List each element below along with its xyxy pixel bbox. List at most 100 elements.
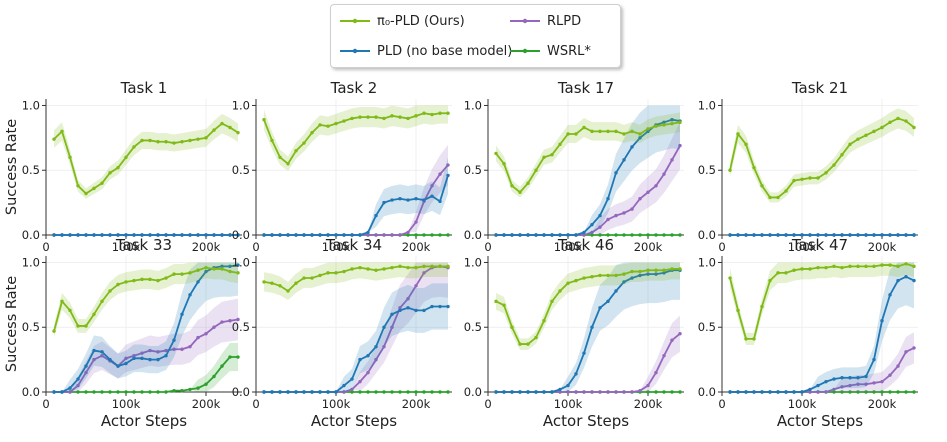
y-tick-label: 1.0: [232, 255, 250, 269]
point-pld-no-base-model: [776, 390, 780, 394]
point-pld-ours: [76, 324, 80, 328]
point-pld-no-base-model: [318, 390, 322, 394]
point-pld-ours: [896, 264, 900, 269]
point-pld-no-base-model: [904, 275, 908, 279]
point-wsrl: [84, 390, 88, 394]
point-pld-ours: [52, 329, 56, 333]
point-pld-ours: [752, 337, 756, 341]
point-rlpd: [366, 233, 370, 237]
point-rlpd: [856, 382, 860, 386]
point-pld-ours: [744, 142, 748, 147]
point-rlpd: [678, 332, 682, 336]
point-pld-ours: [212, 128, 216, 132]
point-pld-no-base-model: [728, 233, 732, 237]
point-pld-no-base-model: [446, 304, 450, 309]
point-pld-no-base-model: [108, 233, 112, 237]
point-rlpd: [68, 390, 72, 394]
point-pld-ours: [108, 171, 112, 175]
point-rlpd: [148, 348, 152, 353]
point-rlpd: [342, 390, 346, 394]
point-pld-no-base-model: [156, 233, 160, 237]
point-pld-no-base-model: [606, 299, 610, 304]
point-wsrl: [446, 390, 450, 394]
point-pld-no-base-model: [220, 233, 224, 237]
point-pld-no-base-model: [286, 233, 290, 237]
point-pld-no-base-model: [358, 357, 362, 362]
point-pld-ours: [310, 130, 314, 135]
point-pld-no-base-model: [768, 233, 772, 237]
point-pld-ours: [808, 176, 812, 180]
point-pld-no-base-model: [582, 230, 586, 235]
point-wsrl: [840, 390, 844, 394]
point-pld-no-base-model: [212, 233, 216, 237]
point-pld-ours: [446, 264, 450, 269]
point-pld-no-base-model: [832, 233, 836, 237]
point-pld-no-base-model: [744, 390, 748, 394]
point-pld-no-base-model: [760, 390, 764, 394]
point-pld-ours: [406, 116, 410, 121]
point-pld-ours: [334, 121, 338, 126]
point-pld-no-base-model: [800, 390, 804, 394]
panel-title: Task 46: [557, 236, 614, 254]
panel-title: Task 34: [325, 236, 382, 254]
point-rlpd: [188, 344, 192, 349]
point-pld-no-base-model: [534, 390, 538, 394]
point-rlpd: [406, 230, 410, 235]
point-pld-no-base-model: [824, 379, 828, 384]
point-pld-ours: [68, 308, 72, 313]
point-pld-ours: [180, 272, 184, 276]
band-pld-ours: [730, 108, 914, 203]
y-tick-label: 0.5: [698, 163, 716, 177]
point-rlpd: [816, 390, 820, 394]
point-pld-no-base-model: [518, 390, 522, 394]
point-pld-ours: [630, 269, 634, 274]
point-pld-ours: [654, 124, 658, 128]
point-pld-ours: [52, 137, 56, 141]
point-pld-ours: [286, 162, 290, 166]
point-wsrl: [366, 390, 370, 394]
point-rlpd: [630, 207, 634, 211]
y-axis-label: Success Rate: [4, 276, 20, 372]
point-pld-no-base-model: [196, 233, 200, 237]
point-pld-ours: [366, 115, 370, 119]
band-pld-ours: [730, 262, 914, 345]
point-pld-no-base-model: [502, 233, 506, 237]
point-wsrl: [422, 233, 426, 237]
point-pld-no-base-model: [310, 233, 314, 237]
y-tick-label: 1.0: [22, 255, 40, 269]
point-pld-ours: [646, 268, 650, 272]
point-pld-no-base-model: [310, 390, 314, 394]
point-pld-no-base-model: [752, 390, 756, 394]
y-tick-label: 0.0: [22, 385, 40, 399]
point-pld-ours: [116, 282, 120, 287]
point-pld-no-base-model: [228, 233, 232, 237]
point-pld-no-base-model: [888, 293, 892, 297]
point-pld-ours: [318, 123, 322, 127]
point-pld-ours: [220, 121, 224, 126]
point-pld-ours: [382, 267, 386, 271]
point-wsrl: [430, 390, 434, 394]
point-rlpd: [358, 379, 362, 384]
point-pld-ours: [398, 264, 402, 269]
point-rlpd: [156, 350, 160, 354]
point-wsrl: [76, 390, 80, 394]
point-pld-ours: [598, 129, 602, 134]
x-tick-label: 200k: [634, 240, 663, 254]
point-pld-no-base-model: [760, 233, 764, 237]
point-pld-no-base-model: [494, 233, 498, 237]
point-pld-no-base-model: [318, 233, 322, 237]
point-pld-no-base-model: [76, 377, 80, 381]
point-pld-ours: [374, 268, 378, 272]
point-pld-ours: [526, 342, 530, 346]
point-pld-no-base-model: [422, 308, 426, 313]
point-pld-no-base-model: [646, 272, 650, 276]
point-pld-ours: [358, 115, 362, 119]
panel-task-21: 0 100k 200k 0.0 0.5 1.0 Task 21: [698, 79, 918, 254]
point-pld-ours: [864, 264, 868, 269]
point-pld-ours: [390, 265, 394, 270]
y-tick-label: 0.5: [22, 163, 40, 177]
point-rlpd: [590, 390, 594, 394]
point-wsrl: [888, 390, 892, 394]
point-wsrl: [164, 390, 168, 394]
y-tick-label: 1.0: [698, 255, 716, 269]
